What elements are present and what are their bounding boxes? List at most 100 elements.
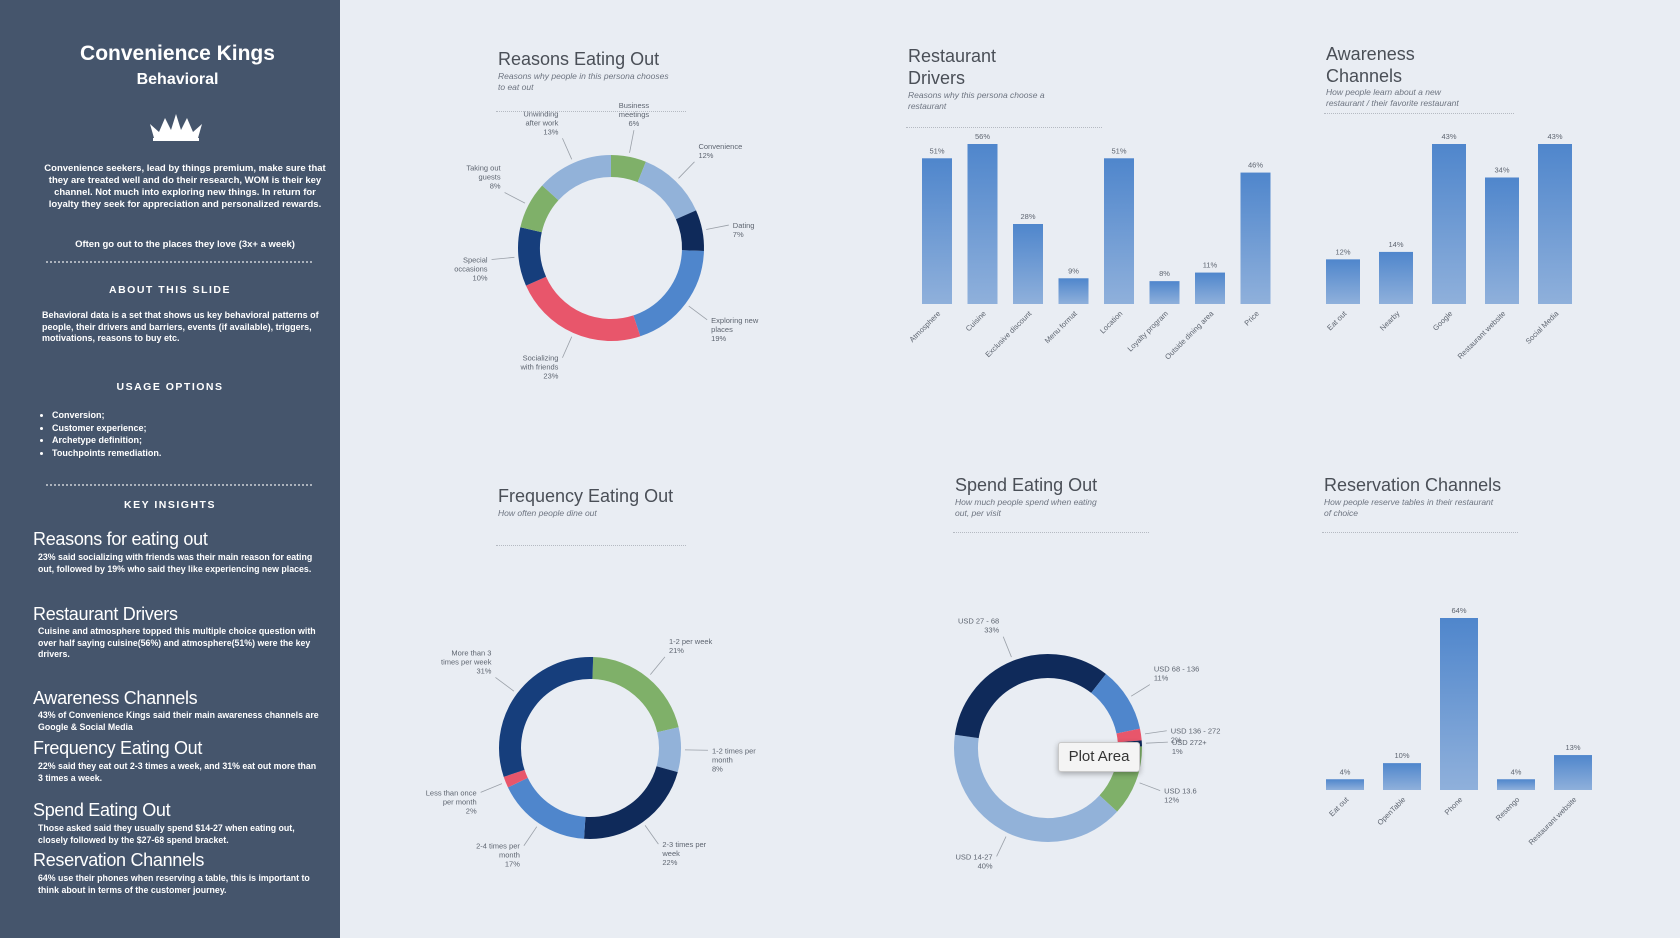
frequency-slice bbox=[507, 777, 586, 839]
spend-leader-line bbox=[996, 836, 1007, 857]
spend-leader-line bbox=[1145, 741, 1168, 744]
spend-slice-value: 40% bbox=[978, 861, 993, 870]
divider bbox=[906, 127, 1102, 128]
drivers-category-label: Exclusive discount bbox=[983, 308, 1034, 359]
frequency-slice-value: 8% bbox=[712, 764, 723, 773]
spend-leader-line bbox=[1002, 636, 1012, 658]
spend-slice bbox=[954, 654, 1106, 739]
spend-slice-value: 2% bbox=[1171, 736, 1182, 745]
awareness-bar-value: 12% bbox=[1335, 247, 1350, 256]
reservation-bar bbox=[1440, 618, 1478, 790]
reservation-title: Reservation Channels bbox=[1324, 475, 1502, 495]
reservation-subtitle: How people reserve tables in their resta… bbox=[1324, 497, 1494, 518]
usage-item: Customer experience; bbox=[52, 422, 161, 435]
reservation-bar-value: 10% bbox=[1394, 751, 1409, 760]
reasons-slice-label: Dating bbox=[733, 221, 755, 230]
drivers-bar-value: 8% bbox=[1159, 269, 1170, 278]
reservation-bar-value: 64% bbox=[1451, 606, 1466, 615]
reasons-slice-value: 10% bbox=[473, 274, 488, 283]
awareness-bar bbox=[1485, 177, 1519, 304]
sidebar: Convenience Kings Behavioral Convenience… bbox=[0, 0, 340, 938]
divider bbox=[46, 261, 312, 263]
drivers-bar-value: 28% bbox=[1020, 212, 1035, 221]
drivers-title: Restaurant Drivers bbox=[908, 46, 997, 88]
reasons-slice-label: Business bbox=[619, 101, 650, 110]
crown-icon bbox=[150, 114, 202, 141]
reasons-slice-label: after work bbox=[525, 118, 558, 127]
spend-slice-value: 12% bbox=[1164, 796, 1179, 805]
reservation-category-label: Restaurant website bbox=[1527, 795, 1579, 847]
awareness-category-label: Nearby bbox=[1378, 309, 1402, 333]
drivers-bar bbox=[922, 158, 952, 304]
frequency-subtitle: How often people dine out bbox=[498, 508, 597, 518]
reservation-bar-value: 4% bbox=[1511, 767, 1522, 776]
frequency-slice-value: 21% bbox=[669, 646, 684, 655]
insight-text: Cuisine and atmosphere topped this multi… bbox=[38, 626, 316, 659]
reasons-slice-label: Convenience bbox=[698, 142, 742, 151]
awareness-bar bbox=[1379, 251, 1413, 304]
reservation-category-label: Phone bbox=[1443, 795, 1465, 817]
divider bbox=[953, 532, 1149, 533]
insight-title: Reasons for eating out bbox=[33, 529, 208, 549]
about-text: Behavioral data is a set that shows us k… bbox=[42, 310, 319, 343]
awareness-subtitle: How people learn about a new restaurant … bbox=[1326, 87, 1459, 108]
drivers-bar bbox=[1149, 281, 1180, 304]
spend-slice-value: 33% bbox=[984, 626, 999, 635]
usage-heading: USAGE OPTIONS bbox=[116, 381, 224, 393]
frequency-slice-label: week bbox=[661, 849, 680, 858]
reasons-slice-label: with friends bbox=[519, 363, 558, 372]
spend-slice-label: USD 14-27 bbox=[955, 852, 992, 861]
frequency-slice bbox=[503, 769, 528, 788]
insight-text: 22% said they eat out 2-3 times a week, … bbox=[38, 761, 317, 783]
frequency-slice-label: month bbox=[499, 851, 520, 860]
frequency-slice-label: 1-2 times per bbox=[712, 746, 756, 755]
reasons-slice bbox=[610, 155, 646, 183]
reasons-leader-line bbox=[678, 161, 695, 179]
awareness-bar bbox=[1538, 144, 1572, 304]
drivers-bar bbox=[1104, 158, 1134, 304]
usage-item: Conversion; bbox=[52, 409, 161, 422]
drivers-category-label: Location bbox=[1098, 309, 1124, 335]
reasons-leader-line bbox=[562, 138, 573, 160]
insight-title: Awareness Channels bbox=[33, 688, 198, 708]
drivers-category-label: Cuisine bbox=[964, 309, 988, 333]
reasons-leader-line bbox=[706, 224, 729, 230]
reservation-category-label: Resengo bbox=[1494, 795, 1522, 823]
divider bbox=[1324, 113, 1514, 114]
spend-subtitle: How much people spend when eating out, p… bbox=[955, 497, 1097, 518]
spend-slice-label: USD 68 - 136 bbox=[1154, 665, 1199, 674]
awareness-category-label: Social Media bbox=[1524, 308, 1561, 345]
reasons-slice bbox=[520, 185, 559, 233]
reasons-slice bbox=[675, 210, 704, 251]
reasons-slice-label: Exploring new bbox=[711, 316, 759, 325]
spend-slice-value: 11% bbox=[1154, 674, 1169, 683]
insight-title: Restaurant Drivers bbox=[33, 604, 178, 624]
persona-intro: Convenience seekers, lead by things prem… bbox=[44, 163, 326, 210]
reasons-slice bbox=[637, 161, 697, 220]
frequency-slice bbox=[499, 657, 594, 777]
reservation-bar-value: 4% bbox=[1340, 767, 1351, 776]
frequency-slice-label: Less than once bbox=[426, 788, 477, 797]
spend-slice-value: 1% bbox=[1172, 747, 1183, 756]
reasons-slice-value: 12% bbox=[698, 151, 713, 160]
reasons-slice-value: 7% bbox=[733, 230, 744, 239]
awareness-bar-value: 43% bbox=[1547, 132, 1562, 141]
spend-title: Spend Eating Out bbox=[955, 475, 1098, 495]
awareness-bar bbox=[1326, 259, 1360, 304]
frequency-slice-label: times per week bbox=[441, 657, 492, 666]
insight-title: Frequency Eating Out bbox=[33, 738, 203, 758]
spend-slice bbox=[1090, 674, 1140, 735]
spend-leader-line bbox=[1139, 782, 1161, 792]
reasons-leader-line bbox=[688, 305, 708, 321]
reasons-slice-label: Taking out bbox=[466, 163, 501, 172]
frequency-slice-label: per month bbox=[443, 797, 477, 806]
reservation-bar bbox=[1497, 779, 1535, 790]
frequency-slice-value: 17% bbox=[505, 860, 520, 869]
frequency-slice-label: 2-3 times per bbox=[662, 840, 706, 849]
frequency-leader-line bbox=[523, 826, 538, 846]
frequency-title: Frequency Eating Out bbox=[498, 486, 674, 506]
reservation-category-label: Eat out bbox=[1327, 794, 1351, 818]
frequency-slice bbox=[592, 657, 679, 733]
drivers-bar-value: 51% bbox=[929, 146, 944, 155]
reasons-slice-value: 8% bbox=[490, 181, 501, 190]
